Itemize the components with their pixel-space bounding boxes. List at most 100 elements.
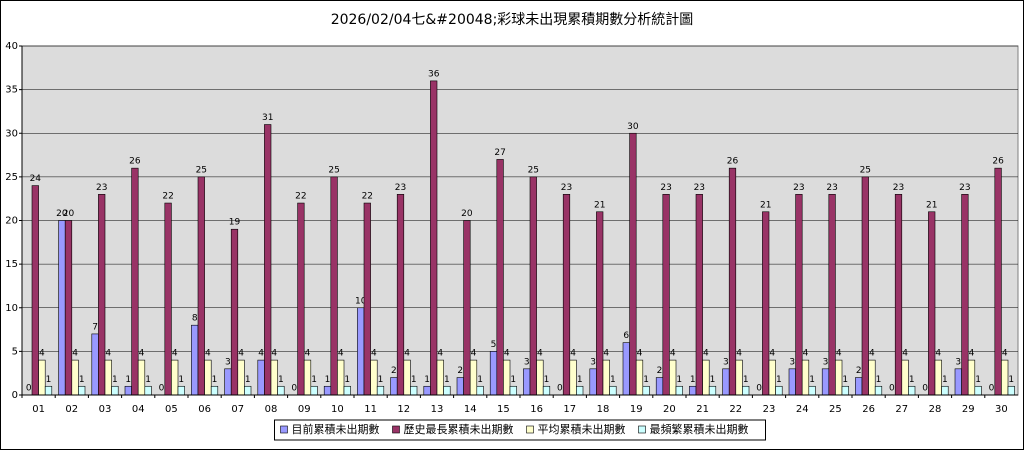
bar <box>735 359 743 396</box>
bar <box>104 359 112 396</box>
bar <box>237 359 245 396</box>
bar <box>410 385 418 396</box>
x-tick-label: 18 <box>597 404 610 415</box>
x-tick-label: 30 <box>995 404 1008 415</box>
bar <box>489 351 498 396</box>
bar <box>609 385 617 396</box>
bar <box>330 176 338 396</box>
data-label: 4 <box>238 349 244 359</box>
bar <box>954 368 962 396</box>
bar <box>662 194 670 396</box>
bar <box>396 194 405 396</box>
bar <box>768 359 776 396</box>
data-label: 1 <box>809 375 815 385</box>
data-label: 0 <box>26 384 32 394</box>
bar <box>38 359 46 396</box>
x-tick-label: 24 <box>796 404 809 415</box>
data-label: 1 <box>245 375 251 385</box>
bar <box>310 385 318 396</box>
bar <box>961 194 969 396</box>
data-label: 36 <box>428 69 440 79</box>
data-label: 1 <box>510 375 516 385</box>
data-label: 1 <box>178 375 184 385</box>
x-tick-label: 14 <box>464 404 477 415</box>
data-label: 1 <box>610 375 616 385</box>
bar <box>124 385 132 396</box>
data-label: 4 <box>670 349 676 359</box>
bar <box>967 359 976 396</box>
x-tick-label: 02 <box>65 404 78 415</box>
bar <box>828 194 836 396</box>
bar <box>941 385 949 396</box>
x-tick-label: 26 <box>862 404 875 415</box>
bar <box>622 342 630 396</box>
bar <box>901 359 909 396</box>
x-tick-label: 16 <box>530 404 543 415</box>
bar <box>496 159 504 396</box>
bar <box>503 359 511 396</box>
bar <box>841 385 849 396</box>
bar <box>762 211 770 396</box>
data-label: 25 <box>860 165 871 175</box>
data-label: 1 <box>46 375 52 385</box>
bar <box>430 80 438 396</box>
data-label: 0 <box>756 384 762 394</box>
data-label: 8 <box>192 314 198 324</box>
data-label: 1 <box>544 375 550 385</box>
data-label: 27 <box>494 148 505 158</box>
data-label: 1 <box>1008 375 1014 385</box>
bar <box>728 167 737 396</box>
bar <box>210 385 219 396</box>
data-label: 5 <box>491 340 497 350</box>
data-label: 4 <box>769 349 775 359</box>
bar <box>403 359 411 396</box>
data-label: 4 <box>1002 349 1008 359</box>
bar <box>423 385 431 396</box>
data-label: 4 <box>603 349 609 359</box>
data-label: 2 <box>391 366 397 376</box>
x-tick-label: 10 <box>331 404 344 415</box>
data-label: 1 <box>444 375 450 385</box>
data-label: 25 <box>528 165 539 175</box>
data-label: 3 <box>225 357 231 367</box>
bar <box>277 385 285 396</box>
x-tick-label: 12 <box>397 404 410 415</box>
bar <box>775 385 783 396</box>
data-label: 1 <box>325 375 331 385</box>
data-label: 1 <box>909 375 915 385</box>
x-tick-label: 08 <box>265 404 278 415</box>
x-tick-label: 11 <box>364 404 377 415</box>
x-tick-label: 20 <box>663 404 676 415</box>
data-label: 1 <box>411 375 417 385</box>
data-label: 3 <box>823 357 829 367</box>
bar <box>742 385 750 396</box>
bar <box>91 333 99 396</box>
bar <box>894 194 903 396</box>
data-label: 3 <box>789 357 795 367</box>
x-tick-label: 21 <box>696 404 709 415</box>
bar <box>801 359 810 396</box>
legend-label: 目前累積未出期數 <box>292 422 380 436</box>
data-label: 10 <box>355 296 367 306</box>
data-label: 4 <box>404 349 410 359</box>
y-tick-label: 20 <box>5 216 18 227</box>
data-label: 21 <box>760 200 771 210</box>
bar <box>137 359 146 396</box>
data-label: 21 <box>594 200 605 210</box>
x-tick-label: 01 <box>32 404 45 415</box>
bar <box>855 377 863 396</box>
x-tick-label: 07 <box>231 404 244 415</box>
bar <box>835 359 843 396</box>
x-tick-label: 09 <box>298 404 311 415</box>
bar <box>529 176 537 396</box>
bar <box>994 167 1002 396</box>
x-tick-label: 17 <box>563 404 576 415</box>
bar <box>376 385 385 396</box>
data-label: 23 <box>694 183 705 193</box>
data-label: 3 <box>590 357 596 367</box>
legend-label: 平均累積未出期數 <box>538 422 626 436</box>
data-label: 26 <box>129 157 141 167</box>
bar <box>523 368 531 396</box>
data-label: 4 <box>305 349 311 359</box>
bar <box>542 385 551 396</box>
